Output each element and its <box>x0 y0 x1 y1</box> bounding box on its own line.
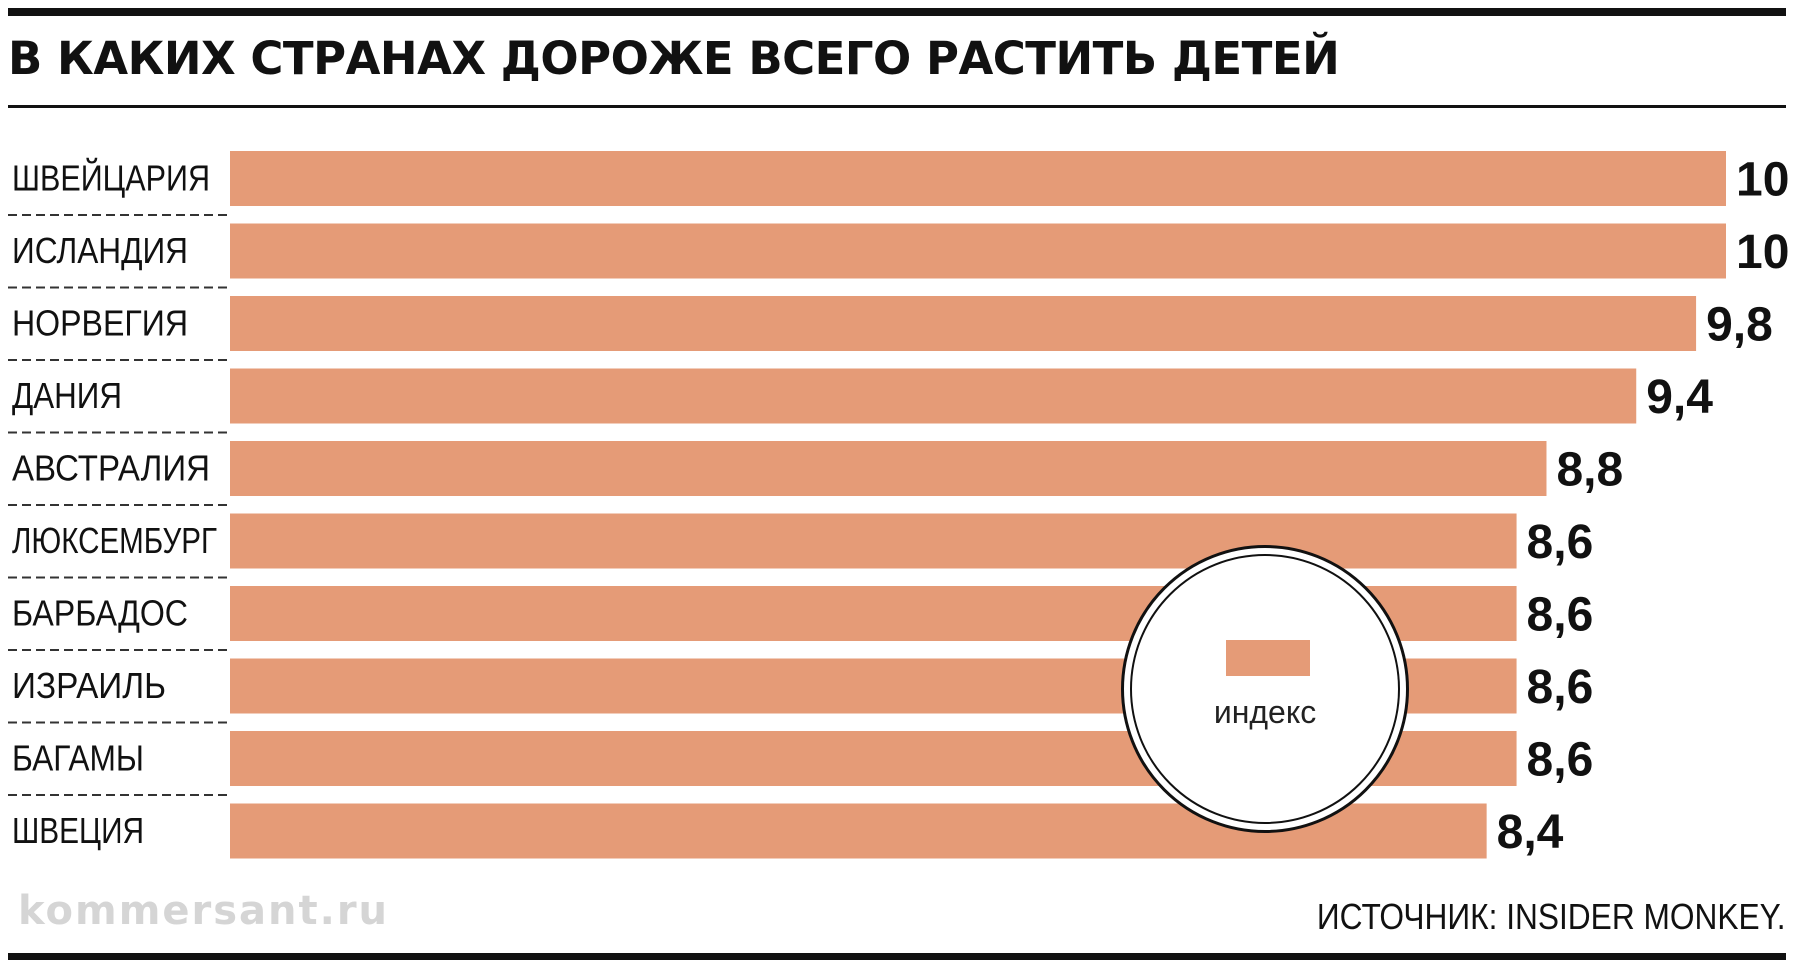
category-label-4: ДАНИЯ <box>12 375 122 416</box>
bar-1 <box>230 151 1726 206</box>
watermark: kommersant.ru <box>18 888 390 934</box>
bottom-rule <box>8 953 1786 960</box>
value-label-8: 8,6 <box>1527 661 1594 714</box>
value-label-3: 9,8 <box>1706 299 1773 352</box>
category-label-5: АВСТРАЛИЯ <box>12 448 210 489</box>
legend-swatch <box>1226 640 1310 676</box>
value-label-1: 10 <box>1736 154 1789 207</box>
source-note: ИСТОЧНИК: INSIDER MONKEY. <box>1317 896 1786 937</box>
bar-4 <box>230 368 1637 424</box>
category-label-3: НОРВЕГИЯ <box>12 303 188 344</box>
category-label-9: БАГАМЫ <box>12 738 144 779</box>
bar-3 <box>230 296 1697 351</box>
value-label-2: 10 <box>1736 226 1789 279</box>
value-label-9: 8,6 <box>1527 734 1594 787</box>
value-label-5: 8,8 <box>1556 444 1623 497</box>
top-rule <box>8 8 1786 16</box>
legend-label: индекс <box>1213 694 1317 730</box>
value-label-6: 8,6 <box>1527 516 1594 569</box>
category-label-7: БАРБАДОС <box>12 593 188 634</box>
category-label-8: ИЗРАИЛЬ <box>12 665 166 706</box>
category-label-6: ЛЮКСЕМБУРГ <box>12 520 217 561</box>
category-label-1: ШВЕЙЦАРИЯ <box>12 157 210 199</box>
title-rule <box>8 105 1786 108</box>
value-label-10: 8,4 <box>1497 806 1564 859</box>
value-label-4: 9,4 <box>1646 371 1713 424</box>
bar-2 <box>230 223 1726 279</box>
chart-title: В КАКИХ СТРАНАХ ДОРОЖЕ ВСЕГО РАСТИТЬ ДЕТ… <box>8 32 1340 85</box>
bar-5 <box>230 441 1547 496</box>
category-label-10: ШВЕЦИЯ <box>12 810 144 851</box>
category-label-2: ИСЛАНДИЯ <box>12 230 188 271</box>
value-label-7: 8,6 <box>1527 589 1594 642</box>
legend: индекс <box>1121 545 1409 833</box>
